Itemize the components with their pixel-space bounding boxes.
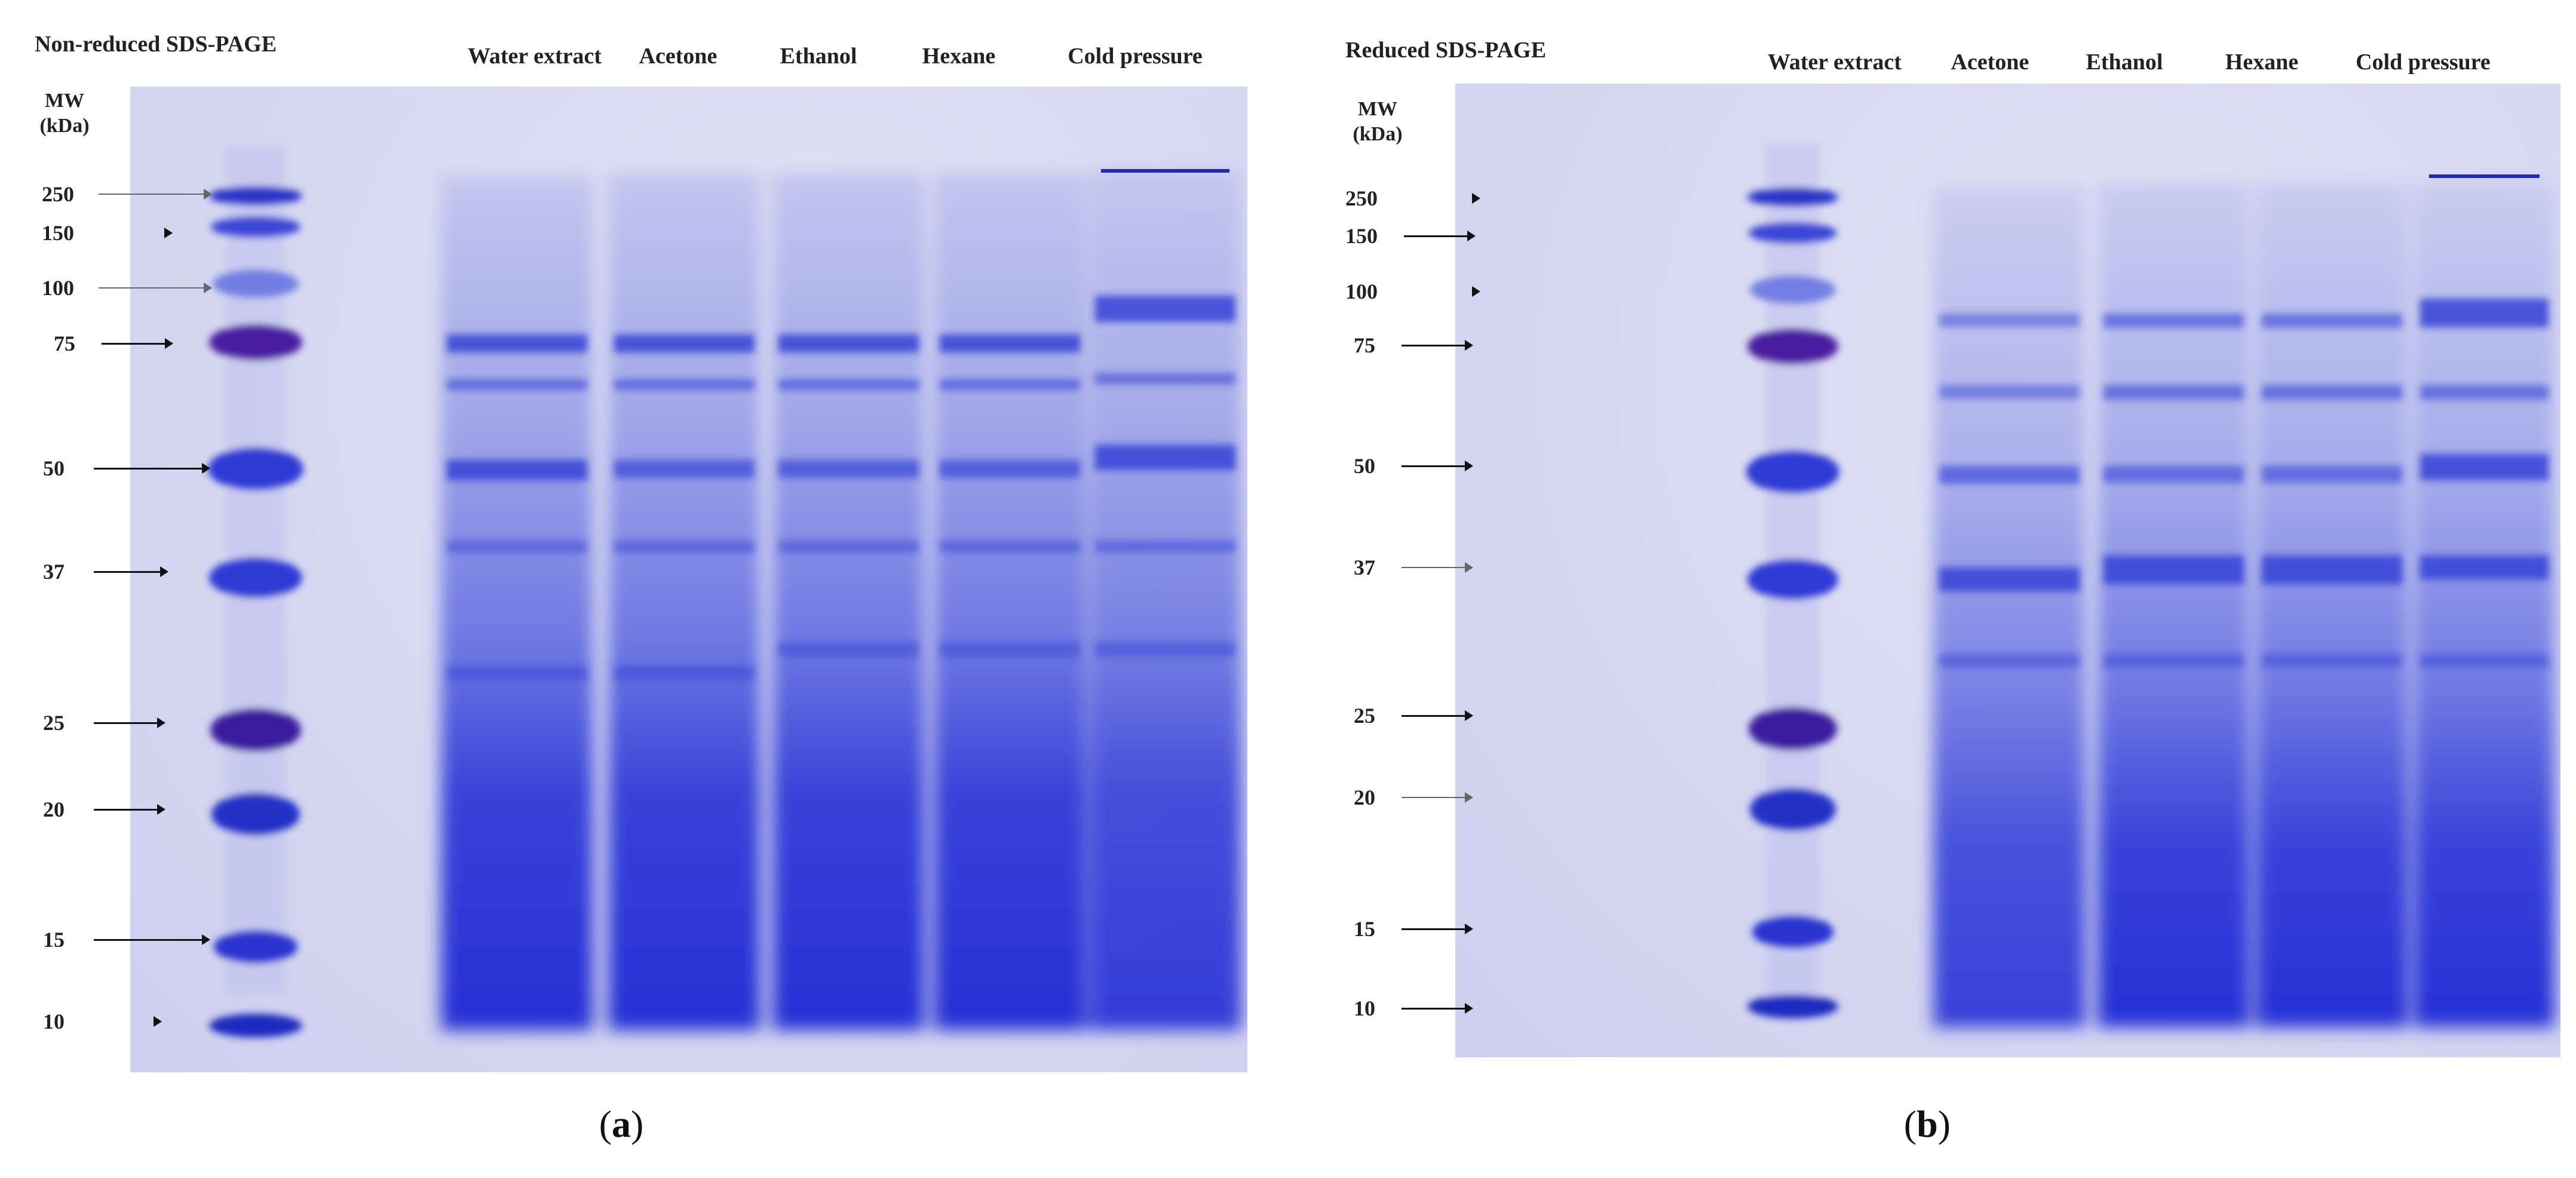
marker-value: 10 — [1354, 996, 1375, 1020]
marker-37: 37 — [1354, 556, 1497, 579]
mw-axis-label: MW (kDa) — [1342, 97, 1413, 147]
marker-value: 37 — [1354, 556, 1375, 579]
mw-label-line1: MW — [1357, 98, 1398, 120]
arrow-icon — [1402, 340, 1473, 351]
mw-label-line1: MW — [44, 90, 85, 112]
marker-15: 15 — [1354, 917, 1497, 941]
marker-250: 250 — [1345, 186, 1489, 210]
marker-37: 37 — [43, 560, 198, 584]
arrow-icon — [94, 934, 210, 945]
marker-value: 250 — [42, 182, 74, 206]
marker-value: 75 — [1354, 333, 1375, 357]
arrow-icon — [99, 189, 212, 200]
arrow-icon — [1404, 231, 1476, 241]
sample-lanes — [1933, 174, 2554, 1027]
marker-250: 250 — [42, 182, 212, 206]
marker-value: 15 — [43, 928, 65, 952]
panel-b: Reduced SDS-PAGE MW (kDa) — [1288, 0, 2576, 1178]
lane-header-hexane: Hexane — [2225, 50, 2299, 75]
marker-value: 20 — [1354, 786, 1375, 809]
arrow-icon — [1402, 792, 1473, 803]
marker-value: 150 — [1345, 224, 1378, 248]
caption-letter: a — [612, 1103, 631, 1145]
arrow-icon — [1402, 562, 1473, 573]
gel-title: Reduced SDS-PAGE — [1345, 38, 1547, 63]
arrow-icon — [164, 228, 173, 238]
lane-header-cold-pressure: Cold pressure — [1068, 44, 1203, 69]
gel-image — [130, 87, 1247, 1072]
marker-value: 50 — [43, 456, 65, 480]
marker-50: 50 — [1354, 454, 1497, 478]
mw-axis-label: MW (kDa) — [29, 88, 100, 139]
marker-value: 15 — [1354, 917, 1375, 941]
lane-header-water-extract: Water extract — [467, 44, 602, 69]
lane-header-ethanol: Ethanol — [780, 44, 857, 69]
panel-caption: (a) — [599, 1103, 644, 1145]
sample-lanes — [441, 169, 1241, 1030]
mw-label-line2: (kDa) — [1353, 123, 1403, 145]
marker-75: 75 — [54, 332, 191, 355]
marker-value: 37 — [43, 560, 65, 584]
marker-150: 150 — [1345, 224, 1489, 248]
arrow-icon — [94, 717, 165, 728]
ladder-lane — [208, 146, 303, 1038]
arrow-icon — [1402, 924, 1473, 934]
marker-value: 100 — [1345, 280, 1378, 303]
arrow-icon — [102, 338, 173, 349]
marker-100: 100 — [42, 276, 212, 300]
marker-value: 75 — [54, 332, 75, 355]
marker-value: 25 — [43, 711, 65, 735]
arrow-icon — [1402, 461, 1473, 471]
marker-20: 20 — [1354, 786, 1497, 809]
lane-header-ethanol: Ethanol — [2086, 50, 2163, 75]
marker-10: 10 — [43, 1010, 198, 1033]
lane-header-acetone: Acetone — [1951, 50, 2029, 75]
marker-value: 150 — [42, 221, 74, 245]
marker-value: 50 — [1354, 454, 1375, 478]
arrow-icon — [94, 463, 210, 474]
lane-header-hexane: Hexane — [922, 44, 996, 69]
marker-20: 20 — [43, 797, 198, 821]
gel-bands-svg — [208, 146, 1241, 1038]
marker-15: 15 — [43, 928, 210, 952]
gel-title: Non-reduced SDS-PAGE — [35, 32, 277, 57]
arrow-icon — [154, 1016, 162, 1027]
marker-50: 50 — [43, 456, 210, 480]
gel-image — [1455, 84, 2560, 1057]
lane-header-water-extract: Water extract — [1767, 50, 1902, 75]
arrow-icon — [1472, 286, 1480, 297]
marker-value: 20 — [43, 797, 65, 821]
marker-value: 100 — [42, 276, 74, 300]
marker-25: 25 — [1354, 704, 1497, 728]
marker-150: 150 — [42, 221, 179, 245]
marker-75: 75 — [1354, 333, 1497, 357]
panel-caption: (b) — [1903, 1103, 1951, 1145]
panel-a: Non-reduced SDS-PAGE MW (kDa) — [29, 32, 1247, 1145]
gel-bands-svg — [1746, 143, 2554, 1027]
marker-25: 25 — [43, 711, 198, 735]
marker-value: 10 — [43, 1010, 65, 1033]
arrow-icon — [99, 283, 212, 293]
marker-value: 250 — [1345, 186, 1378, 210]
marker-value: 25 — [1354, 704, 1375, 728]
caption-letter: b — [1916, 1103, 1938, 1145]
mw-label-line2: (kDa) — [39, 115, 90, 137]
marker-100: 100 — [1345, 280, 1489, 303]
arrow-icon — [94, 804, 165, 815]
arrow-icon — [94, 566, 168, 577]
lane-header-cold-pressure: Cold pressure — [2356, 50, 2491, 75]
arrow-icon — [1402, 1003, 1473, 1014]
arrow-icon — [1402, 710, 1473, 721]
arrow-icon — [1472, 193, 1480, 204]
marker-10: 10 — [1354, 996, 1497, 1020]
ladder-lane — [1746, 143, 1839, 1019]
lane-header-acetone: Acetone — [639, 44, 717, 69]
